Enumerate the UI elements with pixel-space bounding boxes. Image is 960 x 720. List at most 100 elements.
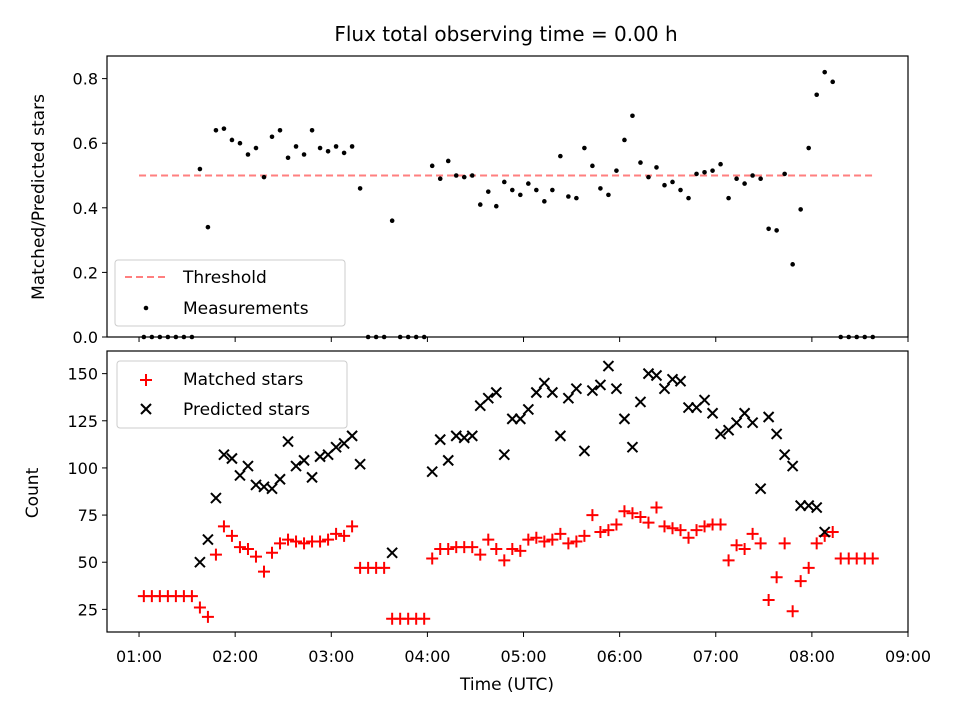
predicted-star-point xyxy=(626,441,639,453)
measurement-point xyxy=(734,176,739,182)
legend-matched-swatch xyxy=(140,374,152,386)
count-points xyxy=(137,360,879,625)
bottom-y-tick-label: 150 xyxy=(67,365,98,384)
measurement-point xyxy=(469,173,475,178)
measurement-point xyxy=(710,168,715,173)
matched-star-point xyxy=(233,541,246,554)
measurement-point xyxy=(253,145,259,151)
predicted-star-point xyxy=(274,473,286,485)
predicted-star-point xyxy=(442,454,454,467)
matched-star-point xyxy=(570,535,583,548)
measurement-point xyxy=(269,134,275,140)
predicted-star-point xyxy=(242,460,254,472)
matched-star-point xyxy=(746,527,759,540)
measurement-point xyxy=(726,195,731,201)
measurement-point xyxy=(285,155,291,161)
matched-star-point xyxy=(338,529,351,542)
matched-star-point xyxy=(322,533,335,546)
measurement-point xyxy=(622,137,627,143)
predicted-star-point xyxy=(514,413,527,425)
matched-star-point xyxy=(522,533,535,546)
matched-star-point xyxy=(770,571,783,584)
top-legend-box xyxy=(114,259,346,327)
measurement-point xyxy=(638,160,643,165)
predicted-star-point xyxy=(570,383,583,395)
measurement-point xyxy=(437,176,443,182)
measurement-point xyxy=(558,153,563,159)
matched-star-point xyxy=(201,610,214,623)
measurement-point xyxy=(550,187,555,193)
measurement-point xyxy=(822,69,827,75)
legend-threshold-label: Threshold xyxy=(182,268,267,288)
measurement-point xyxy=(526,181,531,186)
bottom-x-tick-label: 07:00 xyxy=(693,647,739,666)
matched-star-point xyxy=(714,518,727,531)
predicted-star-point xyxy=(386,547,398,559)
matched-star-point xyxy=(762,593,775,606)
bottom-y-tick-label: 125 xyxy=(67,412,98,431)
matched-star-point xyxy=(290,535,303,548)
predicted-star-point xyxy=(770,428,783,440)
top-y-tick-label: 0.4 xyxy=(73,199,98,218)
top-y-axis-label: Matched/Predicted stars xyxy=(29,94,49,300)
measurement-point xyxy=(718,161,723,167)
predicted-star-point xyxy=(298,454,310,467)
bottom-x-ticks: 01:00 02:00 03:00 04:00 05:00 06:00 07:00 08:00… xyxy=(116,632,931,666)
matched-star-point xyxy=(241,543,254,556)
measurement-point xyxy=(461,174,467,180)
measurement-point xyxy=(614,168,619,173)
matched-star-point xyxy=(330,527,343,540)
measurement-point xyxy=(798,207,803,212)
matched-star-point xyxy=(282,533,295,546)
predicted-star-point xyxy=(610,383,623,395)
measurement-point xyxy=(806,145,811,151)
chart-title: Flux total observing time = 0.00 h xyxy=(334,22,677,46)
measurement-point xyxy=(534,187,539,193)
ratio-panel: 0.00.20.40.60.8 Matched/Predicted stars … xyxy=(29,55,909,347)
predicted-star-point xyxy=(594,379,607,391)
legend-predicted-swatch xyxy=(140,403,152,415)
predicted-star-point xyxy=(706,407,719,419)
measurement-point xyxy=(814,92,819,98)
top-y-tick-label: 0.6 xyxy=(73,134,98,153)
predicted-star-point xyxy=(674,375,687,387)
predicted-star-point xyxy=(586,384,599,397)
matched-star-point xyxy=(786,605,799,618)
measurement-point xyxy=(670,179,675,185)
matched-star-point xyxy=(249,550,262,563)
x-axis-label: Time (UTC) xyxy=(459,675,554,695)
matched-star-point xyxy=(314,535,327,548)
predicted-star-point xyxy=(658,383,671,395)
measurement-point xyxy=(782,171,787,177)
measurement-point xyxy=(237,140,243,146)
bottom-x-tick-label: 03:00 xyxy=(308,647,354,666)
predicted-star-point xyxy=(530,386,543,399)
predicted-star-point xyxy=(426,465,438,478)
matched-star-point xyxy=(810,537,823,550)
bottom-y-tick-label: 100 xyxy=(67,459,98,478)
measurement-point xyxy=(590,163,595,169)
matched-star-point xyxy=(193,601,206,614)
measurement-point xyxy=(357,186,363,191)
predicted-star-point xyxy=(354,458,366,470)
predicted-star-point xyxy=(730,416,743,429)
matched-star-point xyxy=(298,537,311,550)
predicted-star-point xyxy=(434,433,446,446)
matched-star-point xyxy=(346,520,359,533)
measurement-point xyxy=(453,173,459,178)
count-panel: 25 50 75 100 125 150 01:00 02:00 03:00 04:00 05:0… xyxy=(23,350,931,695)
matched-star-point xyxy=(530,531,543,544)
matched-star-point xyxy=(722,554,735,567)
matched-star-point xyxy=(266,546,279,559)
predicted-star-point xyxy=(578,445,591,457)
bottom-axes-frame xyxy=(106,350,909,633)
matched-star-point xyxy=(426,552,439,565)
measurement-point xyxy=(582,145,587,151)
matched-star-point xyxy=(690,524,703,537)
predicted-star-point xyxy=(554,430,567,442)
predicted-star-point xyxy=(634,396,647,408)
measurement-point xyxy=(654,165,659,170)
measurement-point xyxy=(349,144,355,149)
matched-star-point xyxy=(826,526,839,539)
bottom-x-tick-label: 05:00 xyxy=(500,647,546,666)
